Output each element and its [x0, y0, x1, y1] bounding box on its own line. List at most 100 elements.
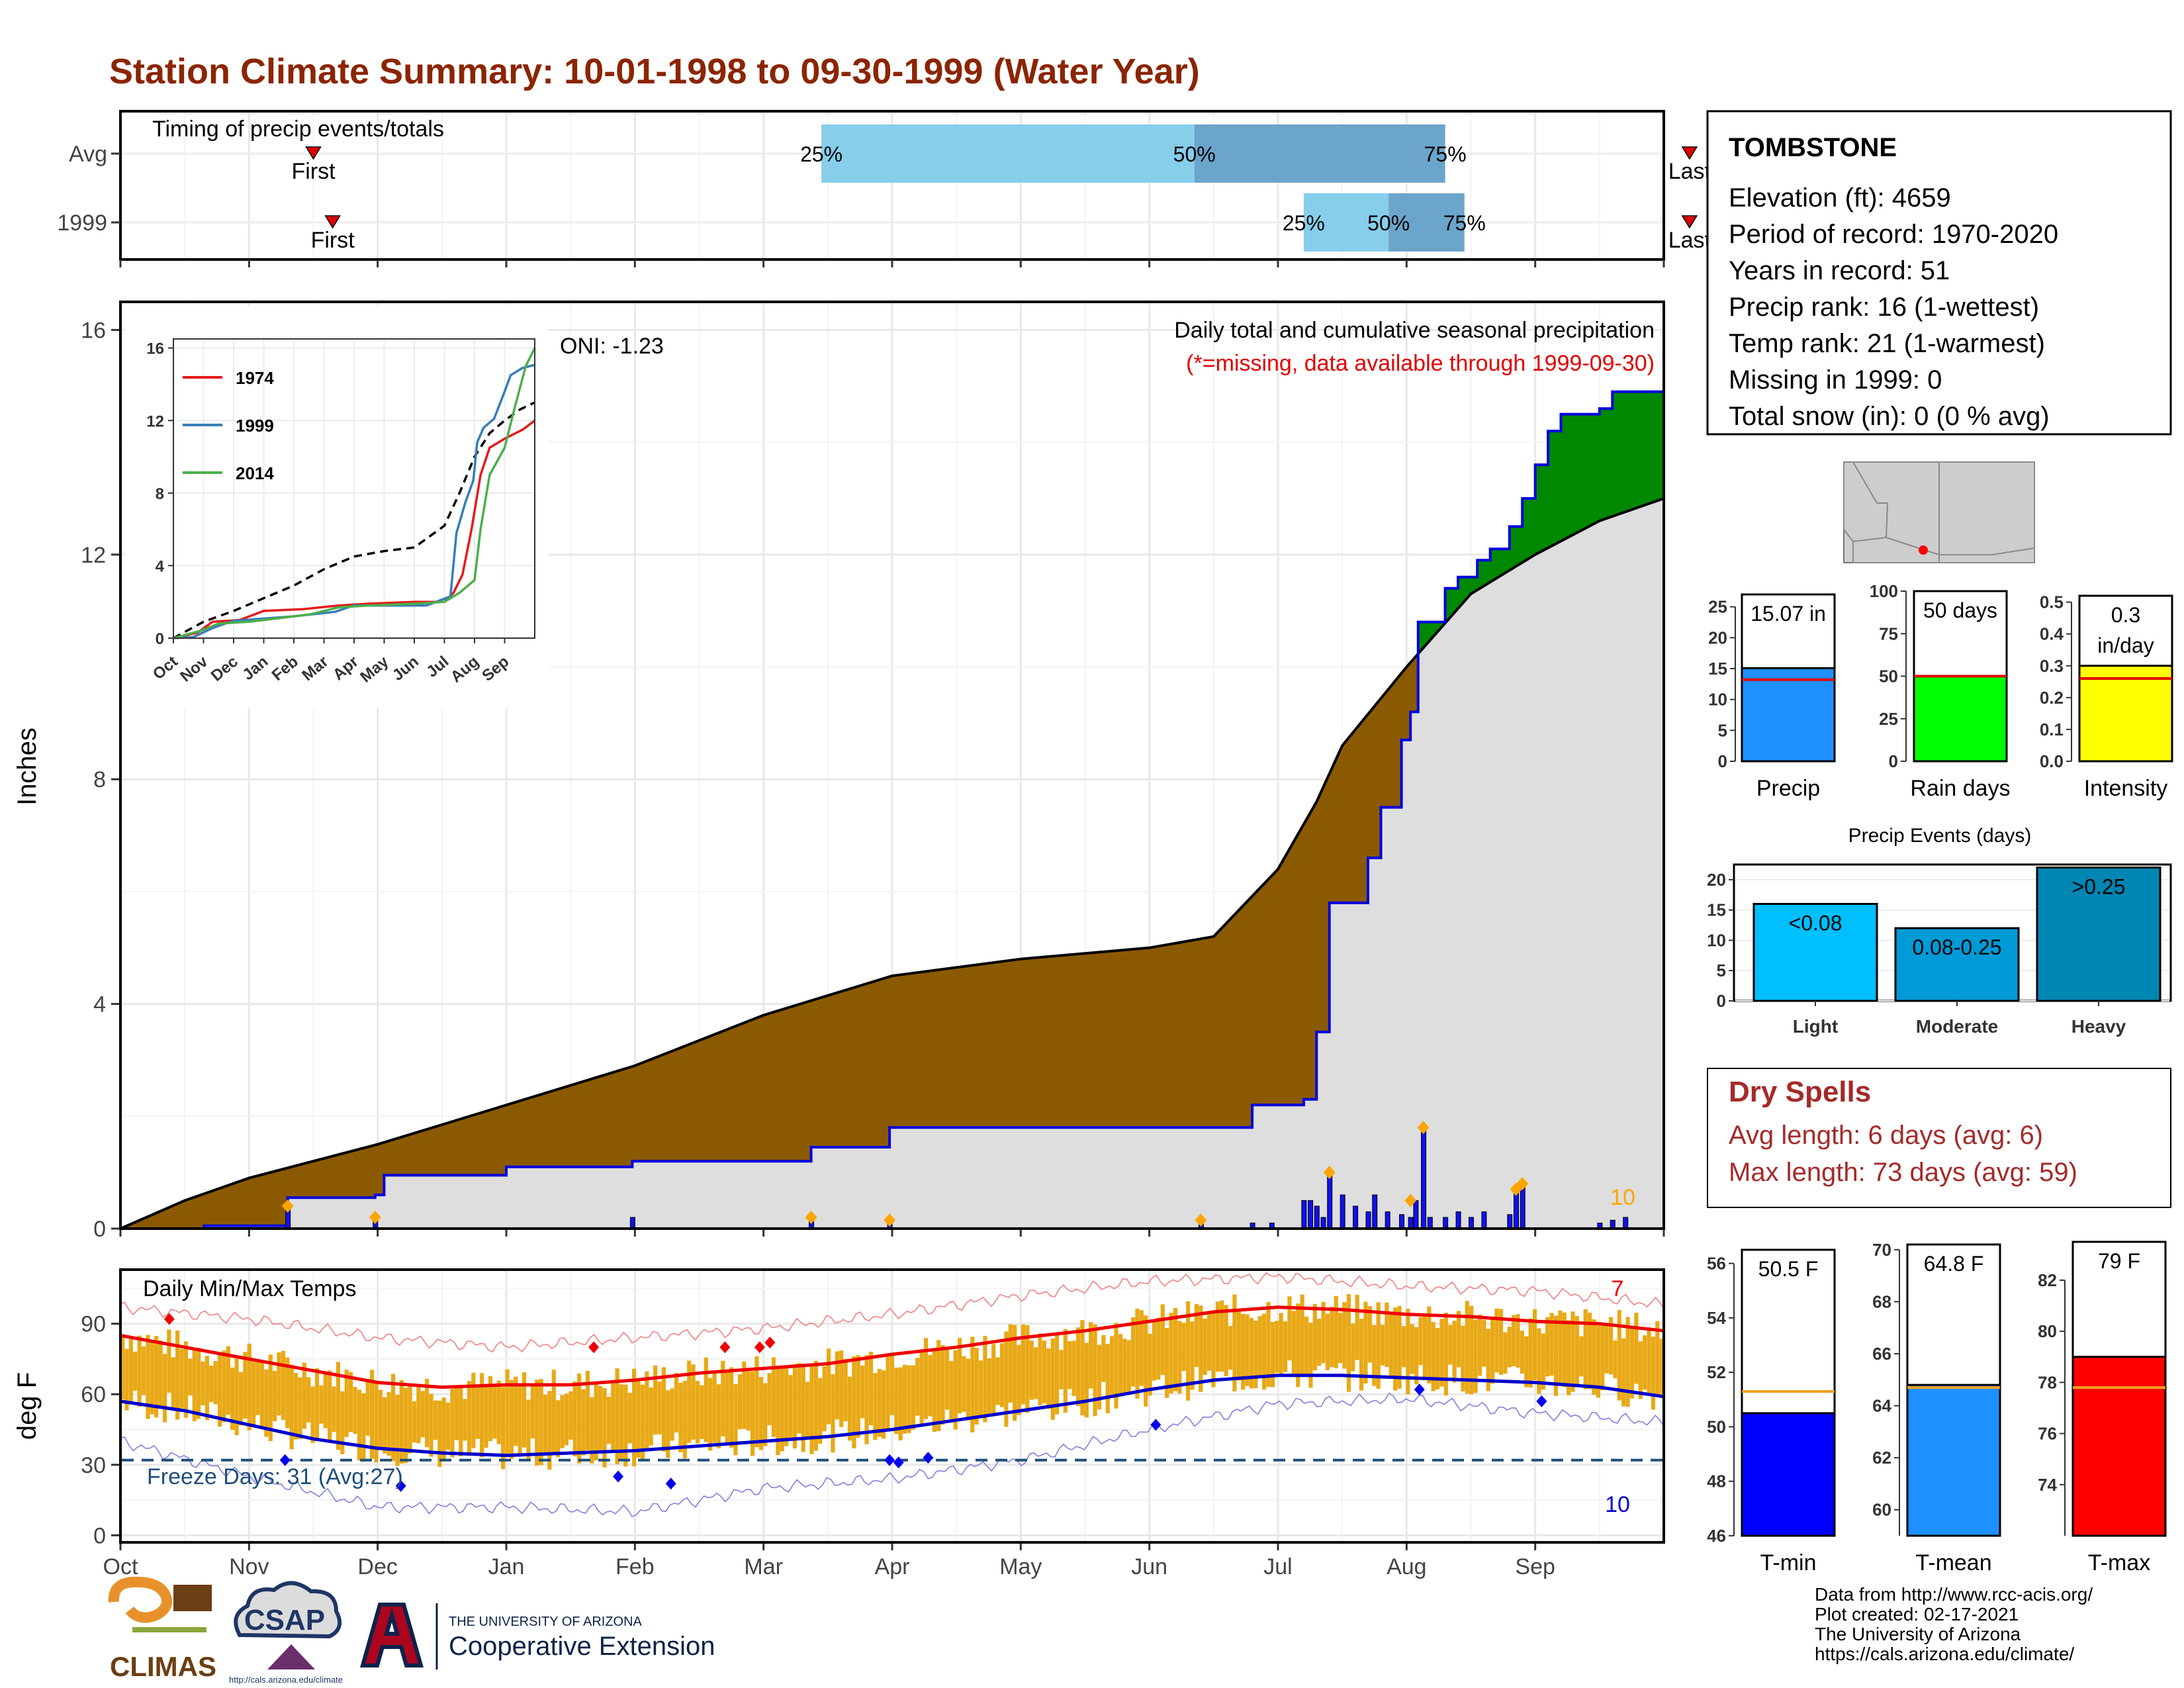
daily-temp-range-bar [209, 1365, 214, 1403]
daily-temp-range-bar [171, 1357, 175, 1411]
stat-y-tick-label: 66 [1872, 1344, 1891, 1364]
stat-y-tick-label: 75 [1879, 624, 1898, 643]
daily-temp-range-bar [1266, 1301, 1271, 1387]
daily-temp-range-bar [1528, 1318, 1533, 1388]
events-category-label: Moderate [1916, 1016, 1998, 1037]
daily-temp-range-bar [805, 1382, 810, 1439]
precip-y-label: Inches [13, 727, 42, 806]
inset-y-tick-label: 8 [156, 485, 164, 503]
daily-temp-range-bar [1579, 1336, 1584, 1377]
precip-y-tick-label: 12 [81, 543, 106, 568]
daily-temp-range-bar [1414, 1327, 1419, 1385]
daily-temp-range-bar [1537, 1328, 1541, 1394]
inset-legend-label: 2014 [236, 463, 274, 483]
daily-temp-range-bar [843, 1359, 848, 1422]
events-bar-moderate [1894, 927, 2020, 1002]
daily-temp-range-bar [572, 1381, 577, 1457]
daily-temp-range-bar [1342, 1302, 1347, 1369]
record-low-marker [395, 1479, 406, 1492]
stat-y-tick-label: 50 [1879, 667, 1898, 686]
daily-temp-range-bar [915, 1358, 920, 1416]
daily-temp-range-bar [230, 1367, 235, 1430]
daily-temp-range-bar [1503, 1332, 1508, 1374]
average-tmin-line [120, 1374, 1664, 1458]
daily-temp-range-bar [1359, 1318, 1364, 1391]
dry-spells-max: Max length: 73 days (avg: 59) [1729, 1158, 2077, 1187]
stat-panel-t-min: 46 48 50 52 54 56 50.5 F T-min [1707, 1248, 1836, 1575]
daily-temp-range-bar [133, 1351, 138, 1391]
daily-temp-range-bar [788, 1375, 793, 1439]
month-x-tick-label: Aug [1387, 1554, 1427, 1579]
stat-panel-label: Precip [1756, 776, 1820, 801]
daily-temp-range-bar [1596, 1325, 1600, 1398]
daily-temp-range-bar [556, 1400, 561, 1458]
daily-temp-range-bar [886, 1355, 890, 1429]
daily-temp-range-bar [1253, 1320, 1258, 1389]
events-bar-label: 0.08-0.25 [1912, 935, 2001, 959]
temp-y-tick-label: 90 [81, 1312, 106, 1337]
daily-temp-range-bar [1456, 1311, 1461, 1368]
daily-temp-range-bar [1592, 1319, 1596, 1395]
inset-legend: 1974 1999 2014 [183, 368, 274, 483]
daily-temp-range-bar [653, 1365, 658, 1435]
daily-precip-bar [1469, 1217, 1474, 1229]
daily-temp-range-bar [577, 1373, 582, 1464]
stat-y-tick-label: 100 [1870, 581, 1898, 601]
stat-y-tick-label: 62 [1872, 1448, 1891, 1468]
daily-temp-range-bar [1477, 1314, 1482, 1376]
inset-legend-label: 1999 [236, 416, 274, 436]
timing-title: Timing of precip events/totals [152, 117, 444, 142]
daily-temp-range-bar [1021, 1324, 1026, 1405]
daily-temp-range-bar [273, 1370, 277, 1421]
credits-block: Data from http://www.rcc-acis.org/Plot c… [1815, 1584, 2093, 1664]
timing-q50-label: 50% [1367, 211, 1410, 235]
daily-temp-range-bar [1080, 1320, 1085, 1416]
daily-temp-range-bar [264, 1369, 269, 1437]
daily-temp-range-bar [1186, 1301, 1191, 1401]
record-high-marker [588, 1341, 600, 1354]
daily-temp-range-bar [459, 1385, 463, 1456]
daily-precip-bar [1327, 1172, 1333, 1229]
oni-label: ONI: -1.23 [560, 334, 664, 359]
daily-temp-range-bar [551, 1370, 556, 1454]
daily-temp-range-bar [1232, 1294, 1237, 1392]
stat-y-tick-label: 0.2 [2040, 688, 2064, 708]
daily-temp-range-bar [408, 1385, 412, 1454]
daily-temp-range-bar [978, 1360, 983, 1419]
daily-temp-range-bar [1625, 1317, 1630, 1407]
daily-temp-range-bar [480, 1373, 484, 1458]
daily-temp-range-bar [704, 1357, 708, 1442]
daily-temp-range-bar [1613, 1340, 1617, 1379]
daily-temp-range-bar [488, 1376, 493, 1441]
stat-panel-precip: 0 5 10 15 20 25 15.07 in Precip [1708, 593, 1836, 801]
daily-temp-range-bar [298, 1377, 302, 1439]
daily-temp-range-bar [1431, 1322, 1435, 1391]
daily-temp-range-bar [293, 1373, 298, 1440]
stat-y-tick-label: 0 [1718, 751, 1727, 771]
stat-value-bar [1741, 667, 1836, 763]
daily-temp-range-bar [340, 1391, 345, 1454]
daily-temp-range-bar [514, 1376, 518, 1446]
stat-panel-label: T-min [1760, 1550, 1817, 1575]
temp-lines [120, 1272, 1664, 1518]
daily-temp-range-bar [399, 1380, 404, 1464]
daily-temp-range-bar [1621, 1338, 1626, 1407]
station-detail-line: Period of record: 1970-2020 [1729, 220, 2058, 249]
daily-temp-range-bar [695, 1381, 700, 1444]
stat-y-tick-label: 46 [1707, 1526, 1726, 1546]
daily-temp-range-bar [475, 1387, 480, 1439]
daily-temp-range-bar [120, 1335, 125, 1399]
inset-y-tick-label: 4 [156, 557, 165, 575]
daily-temp-range-bar [657, 1382, 662, 1434]
daily-precip-bar [1308, 1200, 1314, 1229]
daily-temp-range-bar [179, 1348, 184, 1409]
daily-temp-range-bar [1224, 1305, 1228, 1377]
record-low-line [120, 1393, 1664, 1518]
temp-stats-panels: 46 48 50 52 54 56 50.5 F T-min 60 62 64 66 68 70 64.8 … [1707, 1240, 2167, 1575]
daily-temp-range-bar [1199, 1305, 1203, 1392]
daily-temp-range-bar [1059, 1350, 1064, 1389]
daily-temp-range-bar [416, 1387, 421, 1444]
record-high-marker [719, 1341, 731, 1354]
daily-temp-range-bar [864, 1355, 869, 1444]
daily-temp-range-bar [999, 1343, 1005, 1407]
